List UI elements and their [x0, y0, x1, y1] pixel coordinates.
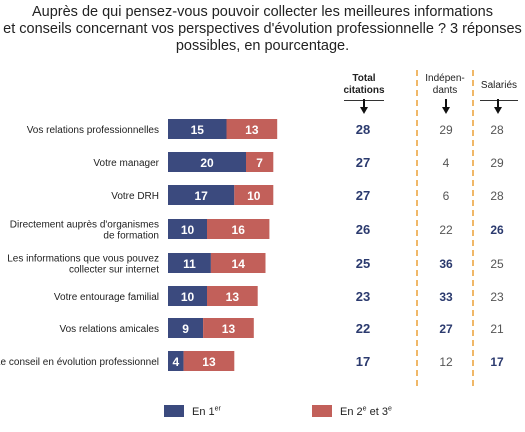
dashed-separator-right [472, 70, 474, 386]
bar-first [168, 219, 207, 239]
bar-second [246, 152, 274, 172]
bar-value-label: 15 [191, 123, 205, 137]
category-label: Vos relations professionnelles [27, 125, 159, 136]
category-label: Vos relations amicales [60, 324, 160, 335]
bar-second [207, 219, 270, 239]
column-header-independants: Indépen- dants [418, 73, 472, 97]
column-header-total-line1: Total [352, 73, 376, 84]
bar-value-label: 13 [226, 290, 240, 304]
bar-second [207, 286, 258, 306]
bar-second [203, 318, 254, 338]
legend-second-swatch [312, 405, 332, 418]
bar-value-label: 9 [182, 322, 189, 336]
legend-first: En 1er [164, 405, 221, 418]
total-arrow-stem [363, 99, 365, 108]
bar-first [168, 351, 184, 371]
bar-first [168, 119, 227, 139]
total-citations-value: 25 [356, 256, 370, 271]
independants-value: 33 [439, 290, 453, 304]
salaries-arrow-stem [497, 99, 499, 108]
dashed-separator-left [416, 70, 418, 386]
category-label: Les informations que vous pouvez [7, 254, 159, 265]
independants-value: 29 [439, 123, 453, 137]
total-citations-value: 27 [356, 155, 370, 170]
down-arrow-icon [360, 107, 368, 114]
independants-value: 36 [439, 257, 453, 271]
bar-value-label: 13 [222, 322, 236, 336]
column-header-total-line2: citations [343, 85, 385, 96]
bar-value-label: 13 [202, 355, 216, 369]
bar-value-label: 17 [194, 189, 208, 203]
bar-value-label: 4 [172, 355, 179, 369]
total-citations-value: 27 [356, 188, 370, 203]
category-label: Directement auprès d'organismes [10, 220, 159, 231]
title-line-1: Auprès de qui pensez-vous pouvoir collec… [31, 4, 493, 20]
salaries-value: 23 [490, 290, 504, 304]
bar-first [168, 152, 246, 172]
independants-value: 27 [439, 322, 453, 336]
bar-second [234, 185, 274, 205]
independants-arrow-stem [445, 99, 447, 108]
salaries-header-underline [480, 100, 518, 101]
chart-title: Auprès de qui pensez-vous pouvoir collec… [0, 4, 525, 55]
bar-value-label: 16 [232, 223, 246, 237]
bar-second [210, 253, 266, 273]
bar-value-label: 7 [256, 156, 263, 170]
salaries-value: 17 [490, 355, 504, 369]
down-arrow-icon [494, 107, 502, 114]
bar-value-label: 10 [247, 189, 261, 203]
independants-value: 6 [443, 189, 450, 203]
legend-first-swatch [164, 405, 184, 418]
salaries-value: 28 [490, 123, 504, 137]
salaries-value: 21 [490, 322, 504, 336]
total-citations-value: 26 [356, 222, 370, 237]
down-arrow-icon [442, 107, 450, 114]
salaries-value: 25 [490, 257, 504, 271]
salaries-value: 28 [490, 189, 504, 203]
category-label: de formation [103, 231, 159, 242]
column-header-salaries: Salariés [475, 80, 523, 92]
category-label: Votre entourage familial [54, 292, 159, 303]
bar-value-label: 11 [183, 257, 196, 271]
independants-value: 4 [443, 156, 450, 170]
column-header-independants-line2: dants [432, 85, 458, 96]
salaries-value: 29 [490, 156, 504, 170]
bar-first [168, 185, 235, 205]
bar-first [168, 286, 207, 306]
title-line-3: possibles, en pourcentage. [175, 38, 350, 54]
bar-value-label: 14 [232, 257, 246, 271]
title-line-2: et conseils concernant vos perspectives … [3, 21, 522, 37]
bar-value-label: 10 [181, 223, 195, 237]
bar-value-label: 13 [245, 123, 259, 137]
total-citations-value: 23 [356, 289, 370, 304]
independants-value: 22 [439, 223, 453, 237]
total-citations-value: 22 [356, 321, 370, 336]
column-header-salaries-line1: Salariés [480, 80, 518, 91]
total-citations-value: 28 [356, 122, 370, 137]
bar-value-label: 10 [181, 290, 195, 304]
bar-value-label: 20 [200, 156, 214, 170]
bar-second [226, 119, 278, 139]
salaries-value: 26 [490, 223, 504, 237]
column-header-total: Total citations [338, 73, 390, 97]
legend-second-label: En 2e et 3e [340, 405, 392, 418]
category-label: collecter sur internet [69, 265, 159, 276]
legend-first-label: En 1er [192, 405, 221, 418]
bar-second [183, 351, 235, 371]
category-label: Votre DRH [111, 191, 159, 202]
total-citations-value: 17 [356, 354, 370, 369]
legend-second: En 2e et 3e [312, 405, 392, 418]
independants-value: 12 [439, 355, 453, 369]
column-header-independants-line1: Indépen- [425, 73, 465, 84]
bar-first [168, 253, 211, 273]
category-label: Le conseil en évolution professionnel [0, 357, 159, 368]
bar-first [168, 318, 204, 338]
category-label: Votre manager [93, 158, 159, 169]
